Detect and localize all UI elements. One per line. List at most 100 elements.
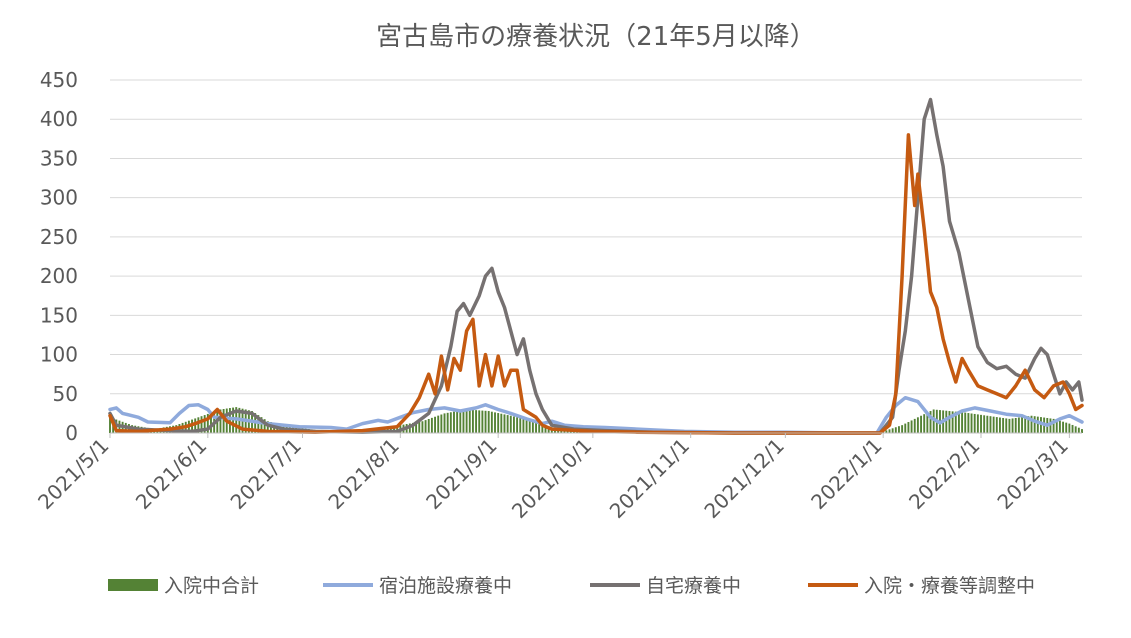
bar	[992, 416, 995, 433]
bar	[443, 413, 446, 433]
bar	[929, 411, 932, 433]
bar	[260, 417, 263, 433]
legend-label: 自宅療養中	[646, 575, 741, 597]
bar	[506, 415, 509, 433]
bar	[494, 412, 496, 433]
legend-label: 入院中合計	[164, 575, 259, 597]
bar	[430, 417, 433, 433]
bar	[901, 425, 904, 433]
bar	[434, 416, 436, 433]
bar	[516, 417, 519, 433]
x-axis: 2021/5/1 2021/6/1 2021/7/1 2021/8/1 2021/9/1…	[33, 432, 1082, 523]
bar	[424, 420, 427, 433]
bar	[522, 418, 525, 433]
bar	[490, 411, 493, 433]
x-tick-label: 2021/11/1	[605, 434, 694, 523]
bar	[1005, 418, 1008, 433]
bar	[1030, 415, 1033, 433]
bar	[109, 417, 111, 433]
y-tick-label: 250	[40, 225, 78, 249]
x-tick-label: 2021/5/1	[33, 434, 113, 514]
bar	[484, 410, 487, 433]
series-line-自宅療養中	[108, 97, 1084, 435]
bar	[1036, 416, 1039, 433]
bar	[1071, 424, 1074, 433]
bar	[910, 420, 913, 433]
bar	[1027, 416, 1030, 433]
x-tick-label: 2021/7/1	[226, 434, 306, 514]
bar	[891, 428, 894, 433]
bar	[964, 412, 967, 433]
x-tick-label: 2022/3/1	[992, 434, 1072, 514]
bar	[894, 427, 897, 433]
bar	[500, 413, 503, 433]
bar	[1011, 418, 1014, 433]
bar	[1055, 419, 1058, 433]
bar	[916, 417, 919, 433]
bar	[961, 412, 964, 433]
bar	[440, 414, 443, 433]
bar	[415, 422, 418, 433]
bar	[926, 412, 929, 433]
bar	[1008, 418, 1011, 433]
bar	[412, 422, 414, 433]
y-tick-label: 300	[40, 186, 78, 210]
bar	[468, 409, 471, 433]
bar	[913, 418, 916, 433]
legend-swatch	[108, 579, 158, 591]
y-tick-label: 50	[53, 382, 78, 406]
bar	[197, 417, 200, 433]
bar	[266, 421, 269, 433]
bar	[200, 416, 203, 433]
bar	[513, 416, 515, 433]
bar	[194, 418, 197, 433]
bar	[1024, 416, 1027, 433]
bar	[206, 413, 209, 433]
bar	[459, 410, 462, 433]
bar	[418, 421, 421, 433]
bar	[478, 410, 481, 433]
bar	[932, 409, 935, 433]
bar	[503, 414, 506, 433]
bar	[538, 423, 541, 433]
bar	[1052, 418, 1055, 433]
bar	[203, 415, 206, 433]
x-tick-label: 2021/12/1	[699, 434, 788, 523]
bar	[528, 420, 531, 433]
y-tick-label: 150	[40, 303, 78, 327]
legend-label: 宿泊施設療養中	[379, 575, 512, 597]
line-series	[108, 97, 1084, 435]
y-tick-label: 400	[40, 107, 78, 131]
bar	[999, 417, 1001, 433]
bar	[497, 413, 500, 433]
bar	[544, 425, 547, 433]
bar	[453, 411, 455, 433]
bar	[885, 430, 888, 433]
y-tick-label: 0	[65, 421, 78, 445]
bar	[1081, 429, 1083, 433]
bar	[995, 417, 998, 433]
x-tick-label: 2021/9/1	[421, 434, 501, 514]
bar	[986, 415, 989, 433]
bar	[967, 413, 970, 433]
bar	[1002, 417, 1005, 433]
y-tick-label: 200	[40, 264, 78, 288]
series-line-入院・療養等調整中	[108, 133, 1084, 435]
bar	[980, 414, 982, 433]
bar	[535, 422, 537, 433]
bar	[525, 419, 528, 433]
bar	[531, 421, 534, 433]
bar	[257, 415, 260, 433]
x-tick-label: 2021/10/1	[507, 434, 596, 523]
y-tick-label: 450	[40, 68, 78, 92]
legend-label: 入院・療養等調整中	[864, 575, 1035, 597]
bar	[970, 413, 973, 433]
legend: 入院中合計 宿泊施設療養中 自宅療養中 入院・療養等調整中	[108, 575, 1035, 597]
bar	[898, 426, 900, 433]
bar	[1049, 418, 1052, 433]
bar	[263, 419, 266, 433]
bar	[1077, 427, 1080, 433]
bar	[983, 415, 986, 433]
bar	[976, 414, 979, 433]
